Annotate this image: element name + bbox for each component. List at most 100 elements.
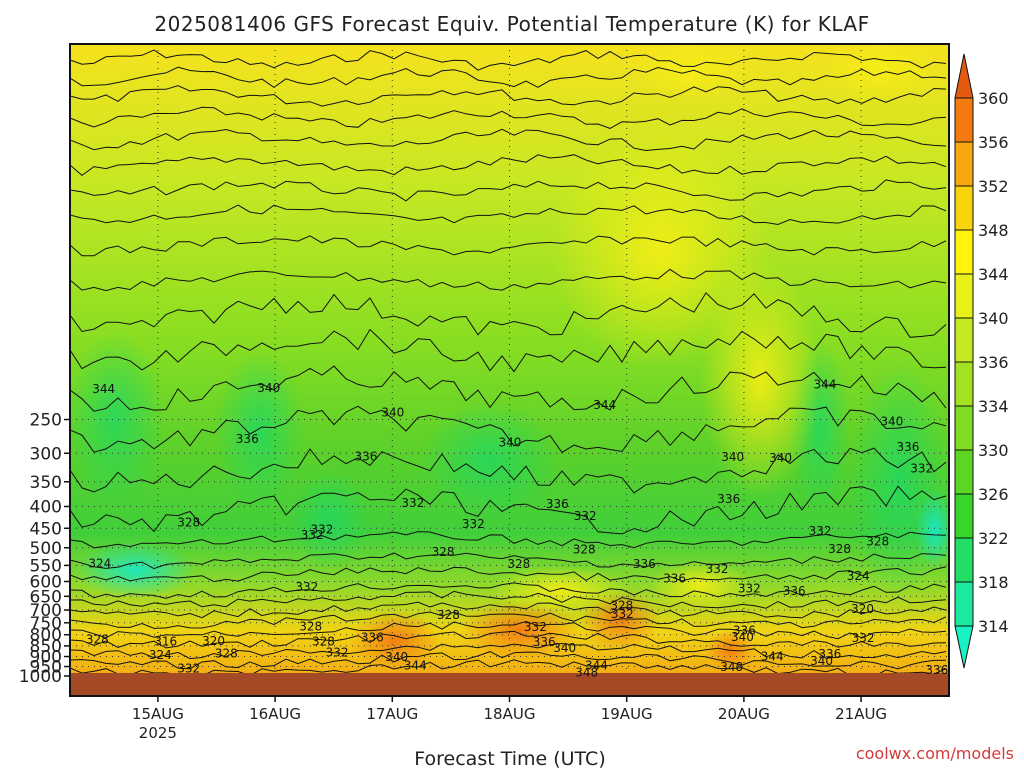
contour-line-25	[70, 642, 947, 660]
colorbar-label-322: 322	[978, 529, 1009, 548]
contour-label-8: 336	[897, 440, 920, 454]
contour-label-9: 340	[721, 450, 744, 464]
contour-label-17: 328	[177, 515, 200, 529]
x-tick-label-21AUG: 21AUG	[835, 705, 887, 723]
contour-label-43: 340	[731, 630, 754, 644]
contour-label-50: 340	[553, 641, 576, 655]
contour-line-14	[70, 447, 947, 494]
contour-label-18: 332	[462, 517, 485, 531]
colorbar-label-318: 318	[978, 573, 1009, 592]
contour-label-40: 332	[524, 620, 547, 634]
contour-line-1	[70, 66, 947, 89]
contour-label-0: 344	[92, 382, 115, 396]
colorbar-top-arrow	[954, 53, 974, 99]
contour-line-10	[70, 292, 947, 338]
contour-label-1: 340	[257, 381, 280, 395]
x-tick-label-16AUG: 16AUG	[249, 705, 301, 723]
contour-label-49: 336	[533, 635, 556, 649]
contour-label-37: 332	[611, 607, 634, 621]
y-tick-label-750: 750	[30, 614, 62, 634]
field-shade-1	[70, 330, 165, 510]
contour-label-44: 332	[852, 631, 875, 645]
y-tick-label-350: 350	[30, 473, 62, 493]
contour-label-51: 332	[326, 646, 349, 660]
contour-label-19: 332	[311, 522, 334, 536]
y-tick-label-900: 900	[30, 648, 62, 668]
contour-label-56: 344	[761, 650, 784, 664]
y-tick-label-950: 950	[30, 658, 62, 678]
contour-label-45: 328	[86, 633, 109, 647]
colorbar-bin-2	[955, 494, 973, 539]
field-shade-4	[290, 470, 370, 570]
contour-line-19	[70, 582, 947, 599]
colorbar-bin-9	[955, 186, 973, 231]
contour-label-62: 348	[575, 666, 598, 680]
field-shade-16	[650, 560, 750, 610]
colorbar-bottom-arrow	[954, 625, 974, 669]
colorbar-bin-10	[955, 142, 973, 187]
contour-label-15: 332	[401, 496, 424, 510]
contour-label-61: 332	[177, 661, 200, 675]
contour-label-24: 328	[573, 543, 596, 557]
colorbar-label-344: 344	[978, 265, 1009, 284]
contour-label-46: 316	[154, 634, 177, 648]
y-tick-label-600: 600	[30, 572, 62, 592]
contour-label-55: 340	[385, 650, 408, 664]
field-shade-8	[700, 260, 820, 500]
contour-label-60: 348	[720, 660, 743, 674]
x-tick-label-17AUG: 17AUG	[366, 705, 418, 723]
y-tick-label-850: 850	[30, 637, 62, 657]
colorbar-label-356: 356	[978, 133, 1009, 152]
y-tick-label-450: 450	[30, 519, 62, 539]
contour-line-9	[70, 268, 947, 292]
contour-line-17	[70, 552, 947, 570]
contour-label-7: 340	[499, 435, 522, 449]
contour-line-22	[70, 611, 947, 629]
x-tick-label-19AUG: 19AUG	[601, 705, 653, 723]
colorbar-label-326: 326	[978, 485, 1009, 504]
contour-line-4	[70, 128, 947, 152]
contour-label-54: 336	[818, 647, 841, 661]
contour-label-28: 336	[633, 557, 656, 571]
field-shade-2	[215, 350, 305, 510]
contour-line-2	[70, 85, 947, 107]
x-tick-label-20AUG: 20AUG	[718, 705, 770, 723]
contour-line-5	[70, 154, 947, 177]
contour-line-21	[70, 601, 947, 619]
contour-label-11: 336	[354, 449, 377, 463]
contour-label-36: 320	[851, 602, 874, 616]
contour-line-24	[70, 630, 947, 649]
contour-line-26	[70, 651, 947, 670]
y-axis: 250 300 350 4004505005506006507007508008509…	[19, 411, 70, 687]
colorbar-bin-3	[955, 450, 973, 495]
y-tick-label-800: 800	[30, 626, 62, 646]
colorbar-bin-5	[955, 362, 973, 407]
contour-label-52: 328	[215, 646, 238, 660]
contour-label-25: 328	[432, 545, 455, 559]
contour-label-5: 340	[880, 415, 903, 429]
contour-label-58: 344	[404, 658, 427, 672]
contour-label-26: 324	[88, 557, 111, 571]
contour-label-39: 328	[299, 619, 322, 633]
contour-label-13: 336	[717, 492, 740, 506]
contour-label-31: 324	[847, 569, 870, 583]
contour-line-23	[70, 620, 947, 640]
contour-label-47: 320	[202, 634, 225, 648]
contour-label-38: 328	[437, 608, 460, 622]
contour-label-30: 336	[663, 572, 686, 586]
y-tick-label-250: 250	[30, 411, 62, 431]
contour-label-34: 336	[783, 584, 806, 598]
colorbar-label-348: 348	[978, 221, 1009, 240]
contour-label-63: 336	[925, 663, 948, 677]
colorbar-bin-0	[955, 582, 973, 627]
contour-label-32: 332	[295, 580, 318, 594]
colorbar-label-336: 336	[978, 353, 1009, 372]
contour-label-48: 328	[312, 635, 335, 649]
contour-label-21: 332	[809, 524, 832, 538]
y-tick-label-400: 400	[30, 497, 62, 517]
contour-line-7	[70, 204, 947, 226]
